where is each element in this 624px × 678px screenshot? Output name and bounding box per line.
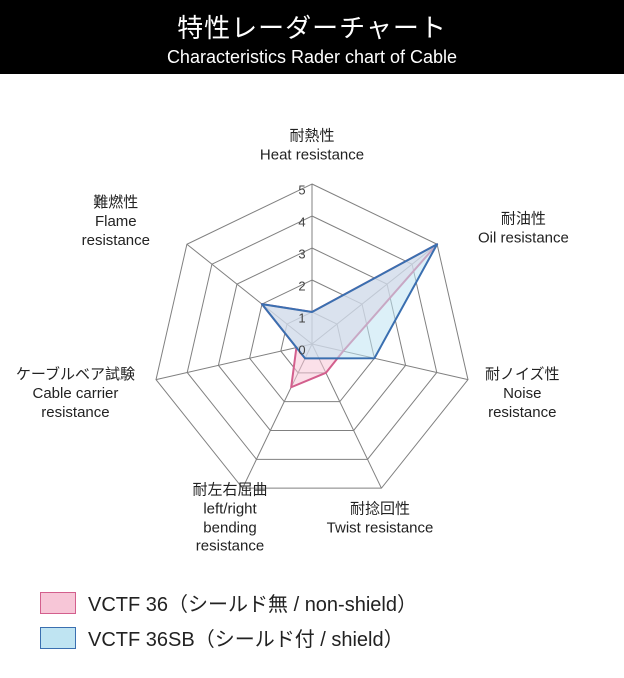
legend-item: VCTF 36（シールド無 / non-shield） bbox=[40, 588, 584, 617]
legend: VCTF 36（シールド無 / non-shield） VCTF 36SB（シー… bbox=[0, 574, 624, 678]
axis-label: 耐ノイズ性Noiseresistance bbox=[485, 366, 560, 422]
legend-label: VCTF 36（シールド無 / non-shield） bbox=[88, 588, 417, 617]
radar-chart: 0 1 2 3 4 5 耐熱性Heat resistance 耐油性Oil resistanc… bbox=[0, 74, 624, 574]
tick-label: 0 bbox=[298, 343, 305, 358]
axis-label: 耐左右屈曲left/rightbendingresistance bbox=[192, 482, 267, 557]
legend-swatch bbox=[40, 627, 76, 649]
axis-label: ケーブルベア試験Cable carrierresistance bbox=[16, 366, 135, 422]
chart-header: 特性レーダーチャート Characteristics Rader chart o… bbox=[0, 0, 624, 74]
tick-label: 2 bbox=[298, 279, 305, 294]
legend-label: VCTF 36SB（シールド付 / shield） bbox=[88, 623, 404, 652]
axis-label: 耐熱性Heat resistance bbox=[260, 127, 364, 165]
tick-label: 1 bbox=[298, 311, 305, 326]
axis-label: 耐捻回性Twist resistance bbox=[327, 500, 434, 538]
tick-label: 3 bbox=[298, 247, 305, 262]
axis-label: 耐油性Oil resistance bbox=[478, 210, 569, 248]
axis-label: 難燃性Flameresistance bbox=[82, 194, 150, 250]
legend-swatch bbox=[40, 592, 76, 614]
title-jp: 特性レーダーチャート bbox=[0, 8, 624, 45]
title-en: Characteristics Rader chart of Cable bbox=[0, 47, 624, 68]
legend-item: VCTF 36SB（シールド付 / shield） bbox=[40, 623, 584, 652]
tick-label: 4 bbox=[298, 215, 305, 230]
tick-label: 5 bbox=[298, 183, 305, 198]
